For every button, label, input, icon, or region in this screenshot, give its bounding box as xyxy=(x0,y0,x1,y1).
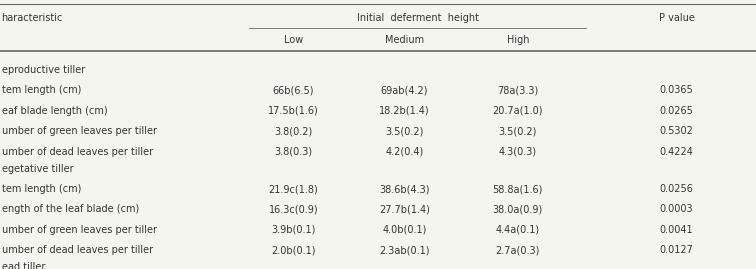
Text: 2.0b(0.1): 2.0b(0.1) xyxy=(271,245,315,255)
Text: 38.0a(0.9): 38.0a(0.9) xyxy=(493,204,543,214)
Text: 0.0256: 0.0256 xyxy=(660,184,693,194)
Text: 78a(3.3): 78a(3.3) xyxy=(497,86,538,95)
Text: ead tiller: ead tiller xyxy=(2,262,45,269)
Text: eproductive tiller: eproductive tiller xyxy=(2,65,85,75)
Text: 0.0265: 0.0265 xyxy=(660,106,693,116)
Text: tem length (cm): tem length (cm) xyxy=(2,184,81,194)
Text: Low: Low xyxy=(284,35,303,45)
Text: 0.5302: 0.5302 xyxy=(660,126,693,136)
Text: 2.7a(0.3): 2.7a(0.3) xyxy=(496,245,540,255)
Text: 3.8(0.2): 3.8(0.2) xyxy=(274,126,312,136)
Text: 0.0003: 0.0003 xyxy=(660,204,693,214)
Text: 4.0b(0.1): 4.0b(0.1) xyxy=(383,225,426,235)
Text: 0.0041: 0.0041 xyxy=(660,225,693,235)
Text: tem length (cm): tem length (cm) xyxy=(2,86,81,95)
Text: 27.7b(1.4): 27.7b(1.4) xyxy=(379,204,430,214)
Text: haracteristic: haracteristic xyxy=(2,13,63,23)
Text: 21.9c(1.8): 21.9c(1.8) xyxy=(268,184,318,194)
Text: 3.9b(0.1): 3.9b(0.1) xyxy=(271,225,315,235)
Text: 0.0127: 0.0127 xyxy=(660,245,693,255)
Text: umber of green leaves per tiller: umber of green leaves per tiller xyxy=(2,126,156,136)
Text: 17.5b(1.6): 17.5b(1.6) xyxy=(268,106,319,116)
Text: 20.7a(1.0): 20.7a(1.0) xyxy=(493,106,543,116)
Text: 3.5(0.2): 3.5(0.2) xyxy=(499,126,537,136)
Text: Medium: Medium xyxy=(385,35,424,45)
Text: 66b(6.5): 66b(6.5) xyxy=(273,86,314,95)
Text: ength of the leaf blade (cm): ength of the leaf blade (cm) xyxy=(2,204,139,214)
Text: 0.0365: 0.0365 xyxy=(660,86,693,95)
Text: 3.5(0.2): 3.5(0.2) xyxy=(386,126,423,136)
Text: 38.6b(4.3): 38.6b(4.3) xyxy=(380,184,429,194)
Text: P value: P value xyxy=(658,13,695,23)
Text: 16.3c(0.9): 16.3c(0.9) xyxy=(268,204,318,214)
Text: umber of dead leaves per tiller: umber of dead leaves per tiller xyxy=(2,147,153,157)
Text: umber of green leaves per tiller: umber of green leaves per tiller xyxy=(2,225,156,235)
Text: 58.8a(1.6): 58.8a(1.6) xyxy=(493,184,543,194)
Text: 2.3ab(0.1): 2.3ab(0.1) xyxy=(380,245,429,255)
Text: 18.2b(1.4): 18.2b(1.4) xyxy=(380,106,429,116)
Text: 3.8(0.3): 3.8(0.3) xyxy=(274,147,312,157)
Text: 69ab(4.2): 69ab(4.2) xyxy=(381,86,428,95)
Text: 4.3(0.3): 4.3(0.3) xyxy=(499,147,537,157)
Text: 4.2(0.4): 4.2(0.4) xyxy=(386,147,423,157)
Text: High: High xyxy=(507,35,529,45)
Text: umber of dead leaves per tiller: umber of dead leaves per tiller xyxy=(2,245,153,255)
Text: egetative tiller: egetative tiller xyxy=(2,164,73,174)
Text: 4.4a(0.1): 4.4a(0.1) xyxy=(496,225,540,235)
Text: 0.4224: 0.4224 xyxy=(660,147,693,157)
Text: Initial  deferment  height: Initial deferment height xyxy=(357,13,479,23)
Text: eaf blade length (cm): eaf blade length (cm) xyxy=(2,106,107,116)
